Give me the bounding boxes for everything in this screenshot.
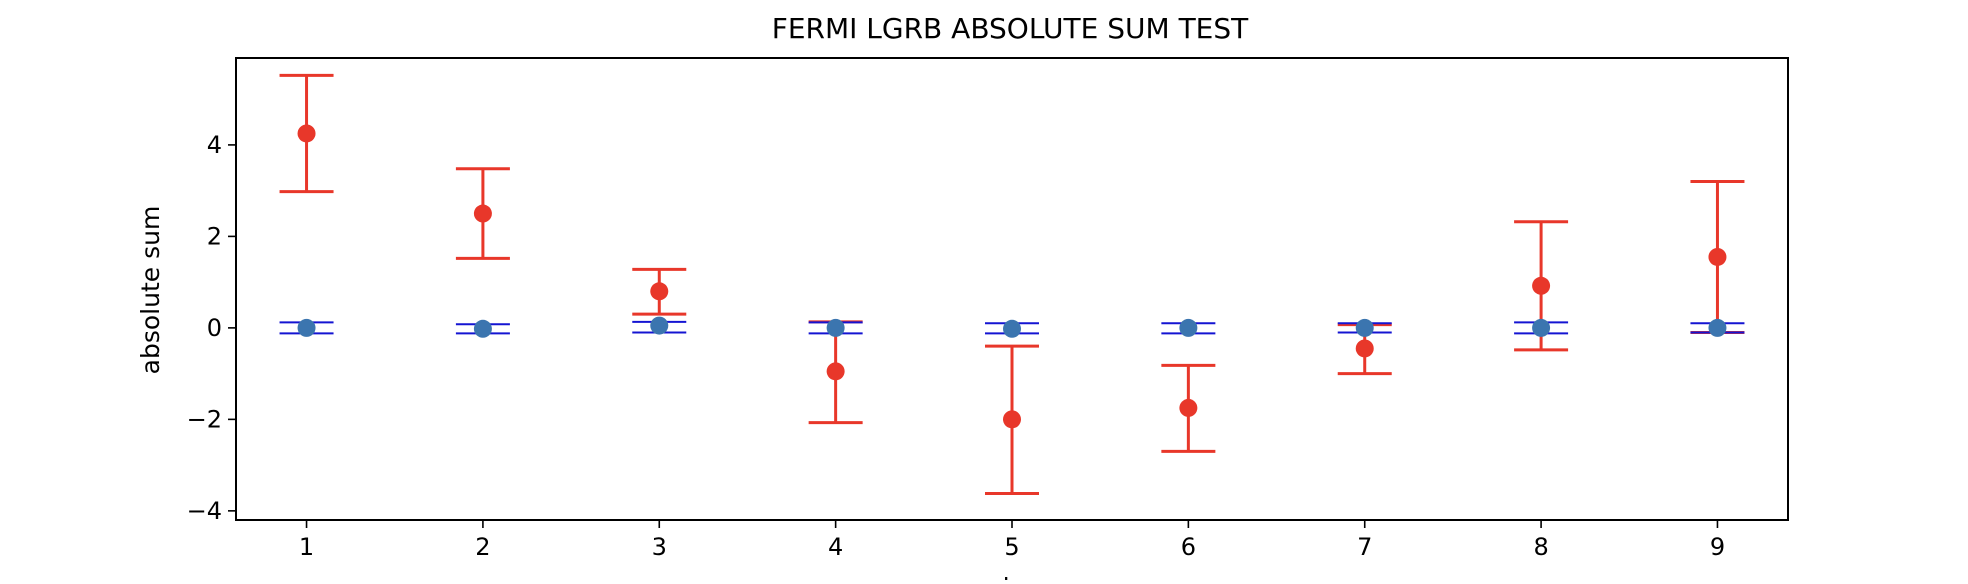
data-point bbox=[826, 362, 845, 381]
chart-title: FERMI LGRB ABSOLUTE SUM TEST bbox=[772, 12, 1249, 45]
y-tick-label: 4 bbox=[207, 131, 222, 159]
data-point bbox=[1355, 339, 1374, 358]
x-tick-label: 7 bbox=[1357, 533, 1372, 561]
data-point bbox=[1355, 318, 1374, 337]
data-point bbox=[1003, 319, 1021, 338]
data-point bbox=[473, 204, 492, 223]
axes: 1 2 3 4 5 6 7 8 9 −4 −2 0 2 4 bbox=[187, 131, 1725, 561]
x-tick-label: 6 bbox=[1181, 533, 1196, 561]
x-tick-label: 4 bbox=[828, 533, 843, 561]
data-point bbox=[1532, 318, 1551, 337]
x-tick-label: 3 bbox=[652, 533, 667, 561]
data-point bbox=[650, 282, 669, 301]
x-tick-label: 5 bbox=[1004, 533, 1019, 561]
data-point bbox=[473, 319, 492, 338]
data-point bbox=[826, 318, 845, 337]
plot-area bbox=[279, 73, 1745, 495]
y-axis-label: absolute sum bbox=[136, 206, 165, 375]
data-point bbox=[297, 124, 316, 143]
y-tick-label: −4 bbox=[187, 497, 222, 525]
y-tick-label: 0 bbox=[207, 314, 222, 342]
data-point bbox=[1179, 318, 1198, 337]
data-point bbox=[650, 316, 669, 335]
y-tick-label: 2 bbox=[207, 222, 222, 250]
x-tick-label: 2 bbox=[475, 533, 490, 561]
data-point bbox=[297, 318, 316, 337]
x-tick-label: 8 bbox=[1533, 533, 1548, 561]
data-point bbox=[1532, 276, 1551, 295]
x-tick-label: 1 bbox=[299, 533, 314, 561]
data-point bbox=[1003, 410, 1021, 429]
data-point bbox=[1708, 247, 1727, 266]
data-point bbox=[1179, 398, 1198, 417]
data-point bbox=[1708, 318, 1727, 337]
y-tick-label: −2 bbox=[187, 405, 222, 433]
x-tick-label: 9 bbox=[1710, 533, 1725, 561]
x-axis-label: k bbox=[1003, 573, 1018, 580]
